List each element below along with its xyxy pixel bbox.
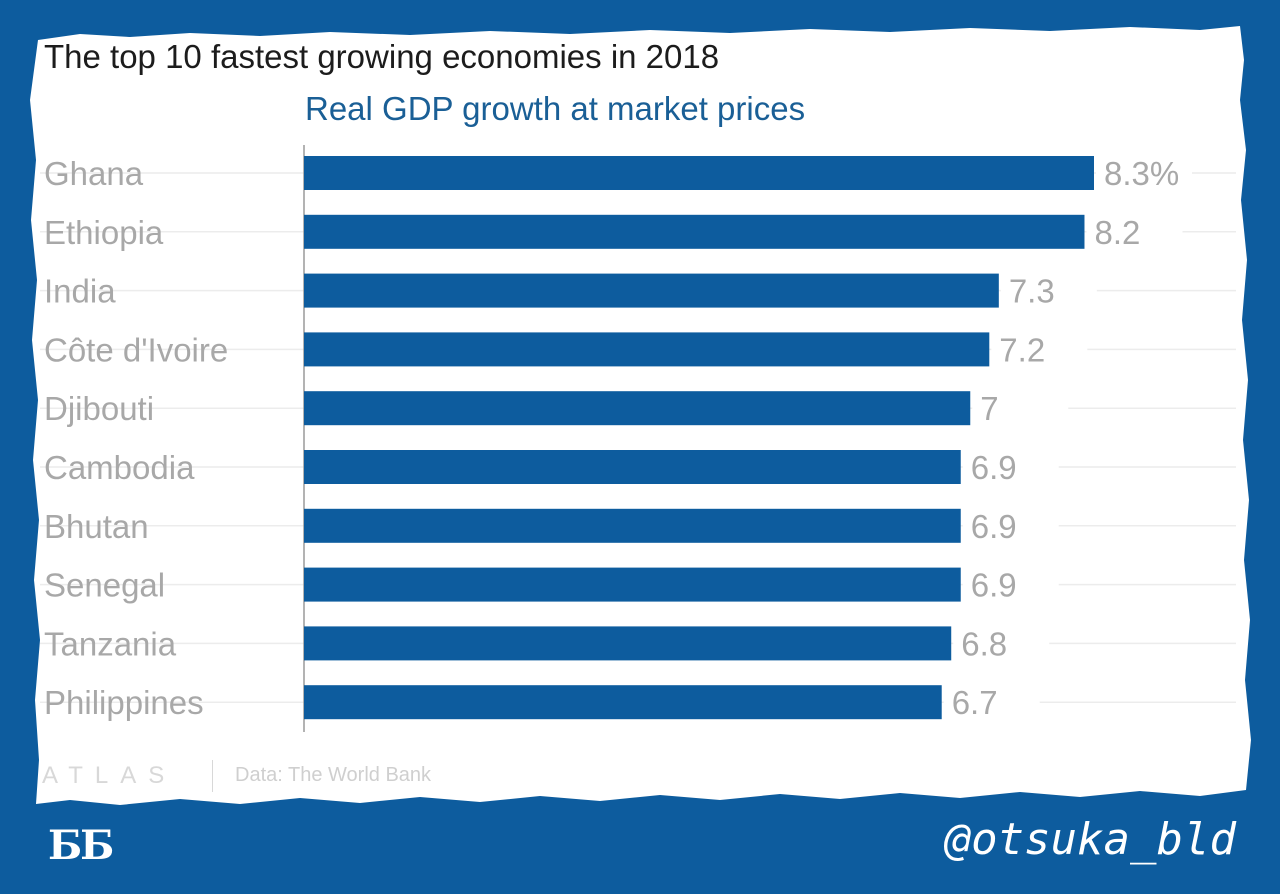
atlas-brand: ATLAS	[42, 762, 177, 789]
bar	[304, 156, 1094, 190]
chart-title: The top 10 fastest growing economies in …	[44, 38, 720, 75]
value-label: 6.9	[971, 508, 1017, 545]
value-label: 7.2	[999, 331, 1045, 368]
label-backing	[1096, 153, 1192, 193]
value-label: 8.3%	[1104, 155, 1179, 192]
value-label: 6.7	[952, 684, 998, 721]
bar	[304, 391, 971, 426]
label-backing	[962, 447, 1059, 487]
label-backing	[991, 329, 1088, 370]
value-label: 6.8	[961, 625, 1007, 662]
author-handle: @otsuka_bld	[944, 814, 1236, 865]
logo-mark: ББ	[48, 822, 114, 869]
category-label: Côte d'Ivoire	[44, 331, 228, 368]
bar	[304, 332, 990, 367]
label-backing	[962, 564, 1059, 605]
bar	[304, 450, 961, 484]
chart-subtitle: Real GDP growth at market prices	[305, 90, 806, 127]
bar	[304, 685, 942, 720]
category-label: Ghana	[44, 155, 144, 192]
bar	[304, 273, 999, 308]
category-label: Ethiopia	[44, 214, 164, 251]
category-label: Philippines	[44, 684, 204, 721]
category-label: Cambodia	[44, 449, 195, 486]
label-backing	[1000, 270, 1097, 311]
value-label: 7.3	[1009, 273, 1055, 310]
bar	[304, 214, 1085, 249]
category-label: Bhutan	[44, 508, 149, 545]
label-backing	[943, 682, 1040, 723]
category-label: Senegal	[44, 567, 165, 604]
label-backing	[972, 388, 1069, 429]
bar	[304, 567, 961, 602]
bar	[304, 508, 961, 543]
footer-divider	[212, 760, 213, 792]
label-backing	[953, 623, 1050, 664]
label-backing	[962, 505, 1059, 546]
value-label: 7	[980, 390, 998, 427]
category-label: Tanzania	[44, 625, 177, 662]
value-label: 6.9	[971, 567, 1017, 604]
bar	[304, 626, 952, 661]
value-label: 6.9	[971, 449, 1017, 486]
category-label: Djibouti	[44, 390, 154, 427]
data-source: Data: The World Bank	[235, 764, 432, 786]
category-label: India	[44, 273, 116, 310]
value-label: 8.2	[1094, 214, 1140, 251]
label-backing	[1086, 211, 1183, 252]
